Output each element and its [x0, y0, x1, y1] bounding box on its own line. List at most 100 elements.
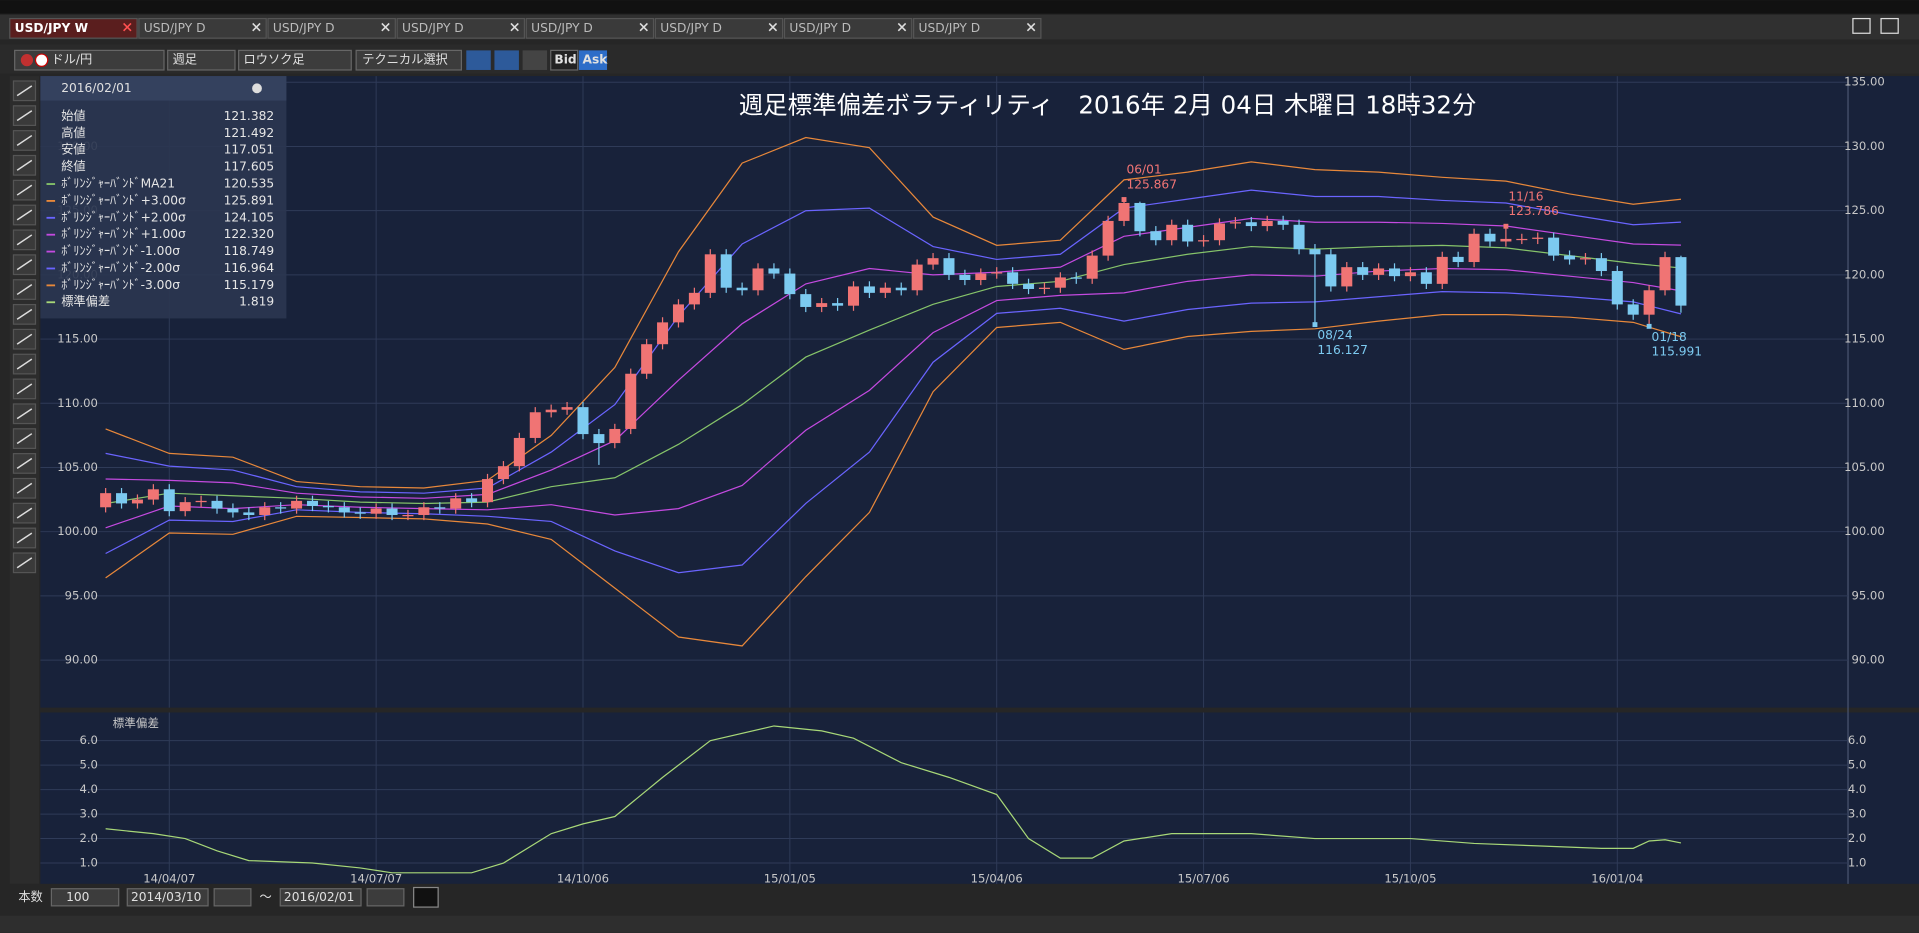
tab[interactable]: [138, 17, 267, 39]
info-label: ﾎﾞﾘﾝｼﾞｬｰﾊﾞﾝﾄﾞ+1.00σ: [61, 227, 186, 241]
tab[interactable]: [267, 17, 396, 39]
ask-button[interactable]: [578, 50, 608, 70]
tool-icon: [16, 482, 33, 494]
indicator-line: [105, 244, 1682, 505]
count-input[interactable]: [50, 888, 120, 907]
candle-body: [402, 514, 414, 517]
window-button[interactable]: [1852, 17, 1871, 34]
from-input[interactable]: [126, 888, 209, 907]
to-date: 2016/02/01: [284, 890, 354, 904]
candle-body: [466, 498, 478, 503]
tool-icon: [16, 234, 33, 246]
refresh-button[interactable]: [413, 886, 439, 908]
tool-icon: [16, 557, 33, 569]
candle-body: [434, 507, 446, 509]
candle-body: [784, 273, 796, 295]
candle-body: [768, 268, 780, 274]
tool-icon: [16, 308, 33, 320]
candle-body: [163, 489, 175, 512]
candle-body: [1086, 255, 1098, 279]
info-label: ﾎﾞﾘﾝｼﾞｬｰﾊﾞﾝﾄﾞ-3.00σ: [61, 278, 180, 292]
tab[interactable]: [9, 17, 138, 39]
tab-label: USD/JPY D: [919, 21, 981, 35]
candle-body: [609, 428, 621, 444]
candle-body: [1643, 290, 1655, 315]
candle-body: [243, 512, 255, 515]
info-value: 1.819: [239, 295, 274, 309]
candle-body: [927, 258, 939, 265]
candle-body: [1054, 277, 1066, 288]
candle-body: [1579, 258, 1591, 260]
info-button[interactable]: [494, 50, 519, 70]
info-value: 122.320: [224, 227, 275, 241]
y-tick-label: 125.00: [1844, 203, 1885, 217]
tab-close: [252, 22, 261, 32]
pair-select[interactable]: [14, 49, 165, 71]
candle-body: [211, 500, 223, 509]
y-tick-label: 5.0: [1848, 758, 1866, 772]
info-label: ﾎﾞﾘﾝｼﾞｬｰﾊﾞﾝﾄﾞ+2.00σ: [61, 210, 186, 224]
candle-body: [657, 322, 669, 345]
tab-label: USD/JPY D: [531, 21, 593, 35]
period-label: 週足: [173, 53, 197, 67]
y-tick-label: 115.00: [57, 332, 98, 346]
candle-body: [720, 254, 732, 288]
candle-body: [450, 498, 462, 509]
from-time[interactable]: [213, 888, 252, 907]
y-tick-label: 100.00: [57, 524, 98, 538]
indicator-line: [105, 267, 1682, 529]
tool-icon: [16, 85, 33, 97]
technical-select[interactable]: [355, 49, 463, 71]
x-tick-label: 15/07/06: [1178, 871, 1230, 885]
to-time[interactable]: [366, 888, 405, 907]
tab[interactable]: [525, 17, 655, 39]
info-icon[interactable]: [252, 83, 262, 94]
info-label: 始値: [61, 108, 85, 123]
price-axis-area: [1848, 76, 1919, 708]
candle-body: [354, 512, 366, 514]
tab[interactable]: [396, 17, 526, 39]
indicator-line: [105, 217, 1681, 499]
technical-label: テクニカル選択: [362, 53, 448, 67]
chart-button[interactable]: [522, 50, 548, 70]
candle-body: [195, 500, 207, 503]
candle-body: [1468, 233, 1480, 263]
candle-body: [1229, 222, 1241, 224]
candle-body: [147, 489, 159, 500]
style-select[interactable]: [238, 49, 352, 71]
y-tick-label: 6.0: [1848, 733, 1866, 747]
to-input[interactable]: [279, 888, 362, 907]
bid-label: Bid: [554, 53, 576, 67]
tool-icon: [16, 110, 33, 122]
candle-body: [1134, 202, 1146, 232]
candle-body: [895, 287, 907, 291]
y-tick-label: 6.0: [79, 733, 97, 747]
window-button[interactable]: [1880, 17, 1899, 34]
tab-label: USD/JPY D: [144, 21, 206, 35]
candle-body: [1245, 222, 1257, 227]
candle-body: [1293, 224, 1305, 250]
candle-body: [1420, 272, 1432, 284]
bid-button[interactable]: [550, 49, 579, 71]
tool-icon: [16, 358, 33, 370]
candle-body: [975, 273, 987, 281]
tab[interactable]: [912, 17, 1042, 39]
candle-body: [100, 493, 112, 508]
info-value: 125.891: [224, 193, 275, 207]
status-bar: [0, 915, 1919, 933]
pen-button[interactable]: [466, 50, 491, 70]
tool-icon: [16, 134, 33, 146]
y-tick-label: 90.00: [65, 653, 98, 667]
candle-body: [641, 344, 653, 374]
tab[interactable]: [783, 17, 913, 39]
annotation-marker: [1646, 323, 1652, 329]
info-value: 121.382: [224, 109, 275, 123]
period-select[interactable]: [167, 49, 236, 71]
annotation-date: 06/01: [1126, 163, 1161, 177]
tab[interactable]: [654, 17, 784, 39]
style-label: ロウソク足: [244, 53, 305, 67]
candle-body: [386, 508, 398, 515]
x-tick-label: 14/10/06: [557, 871, 609, 885]
tab-close: [897, 22, 907, 32]
